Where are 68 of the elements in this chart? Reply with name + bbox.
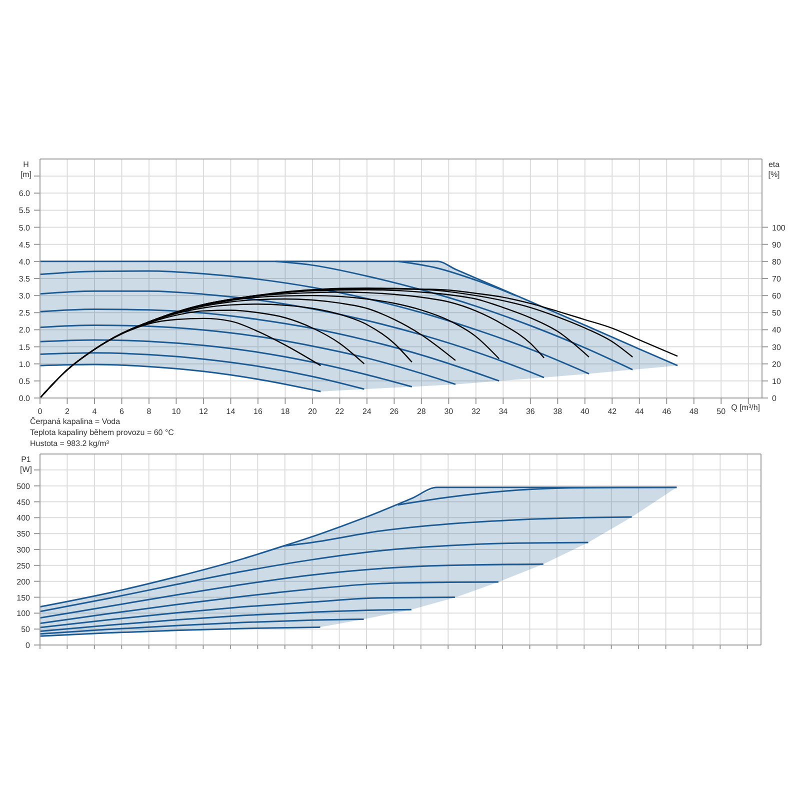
x-tick-label: 16 bbox=[254, 407, 263, 416]
y2-tick-label: 60 bbox=[772, 292, 782, 301]
x-tick-label: 38 bbox=[553, 407, 563, 416]
x-tick-label: 36 bbox=[526, 407, 536, 416]
y-tick-label: 2.0 bbox=[18, 326, 31, 335]
y-tick-label: 300 bbox=[16, 546, 31, 554]
x-tick-label: 40 bbox=[580, 407, 590, 416]
y2-tick-label: 70 bbox=[772, 274, 782, 284]
y-tick-label: 350 bbox=[16, 530, 31, 539]
y-tick-label: 3.0 bbox=[18, 292, 31, 301]
y2-tick-label: 100 bbox=[772, 223, 786, 232]
y-tick-label: 250 bbox=[16, 561, 31, 570]
y-tick-label: 6.0 bbox=[18, 189, 31, 198]
y-tick-label: 100 bbox=[16, 609, 31, 618]
y-tick-label: 50 bbox=[21, 625, 31, 634]
y-tick-label: 450 bbox=[16, 498, 31, 507]
y-tick-label: 5.5 bbox=[18, 206, 31, 216]
y-axis-title: H [m] bbox=[20, 160, 32, 179]
x-tick-label: 24 bbox=[362, 407, 372, 416]
x-tick-label: 22 bbox=[335, 407, 345, 416]
x-tick-label: 0 bbox=[38, 407, 43, 416]
x-tick-label: 26 bbox=[390, 407, 400, 416]
x-tick-label: 2 bbox=[65, 407, 70, 416]
text: Teplota kapaliny během provozu = 60 °C bbox=[30, 427, 175, 438]
x-tick-label: 42 bbox=[608, 407, 618, 416]
y-tick-label: 0.5 bbox=[18, 376, 31, 386]
y2-tick-label: 90 bbox=[772, 240, 782, 250]
y-tick-label: 4.5 bbox=[18, 240, 31, 250]
y-axis-title: P1 [W] bbox=[20, 455, 32, 474]
y-tick-label: 1.0 bbox=[18, 360, 31, 369]
y-tick-label: 200 bbox=[16, 577, 31, 586]
x-tick-label: 44 bbox=[634, 407, 644, 416]
x-tick-label: 48 bbox=[689, 407, 699, 416]
y-tick-label: 400 bbox=[16, 514, 31, 523]
x-tick-label: 4 bbox=[92, 407, 98, 416]
y-tick-label: 4.0 bbox=[18, 257, 31, 266]
x-axis-title: Q [m³/h] bbox=[731, 403, 760, 412]
y-tick-label: 0 bbox=[26, 641, 31, 650]
y2-tick-label: 80 bbox=[772, 257, 782, 266]
text: Hustota = 983.2 kg/m³ bbox=[30, 438, 110, 449]
x-tick-label: 50 bbox=[716, 407, 726, 416]
y2-tick-label: 10 bbox=[772, 376, 782, 386]
y2-tick-label: 0 bbox=[772, 394, 777, 403]
x-tick-label: 10 bbox=[172, 407, 182, 416]
y2-tick-label: 20 bbox=[772, 360, 782, 369]
y-tick-label: 1.5 bbox=[18, 342, 31, 352]
x-tick-label: 32 bbox=[471, 407, 481, 416]
x-tick-label: 28 bbox=[416, 407, 426, 416]
y2-axis-title: eta [%] bbox=[768, 160, 780, 179]
y-tick-label: 5.0 bbox=[18, 223, 31, 232]
y2-tick-label: 50 bbox=[772, 308, 782, 318]
y-tick-label: 2.5 bbox=[18, 308, 31, 318]
y-tick-label: 150 bbox=[16, 593, 31, 602]
text: Čerpaná kapalina = Voda bbox=[30, 416, 122, 427]
y-tick-label: 0.0 bbox=[18, 394, 31, 403]
x-tick-label: 6 bbox=[120, 407, 125, 416]
x-tick-label: 20 bbox=[308, 407, 318, 416]
x-tick-label: 30 bbox=[444, 407, 454, 416]
y-tick-label: 500 bbox=[16, 482, 31, 491]
y2-tick-label: 30 bbox=[772, 342, 782, 352]
x-tick-label: 8 bbox=[146, 407, 152, 416]
y-tick-label: 3.5 bbox=[18, 274, 31, 284]
x-tick-label: 12 bbox=[199, 407, 208, 416]
y2-tick-label: 40 bbox=[772, 326, 782, 335]
x-tick-label: 46 bbox=[662, 407, 672, 416]
x-tick-label: 14 bbox=[226, 407, 236, 416]
x-tick-label: 34 bbox=[498, 407, 508, 416]
x-tick-label: 18 bbox=[280, 407, 290, 416]
